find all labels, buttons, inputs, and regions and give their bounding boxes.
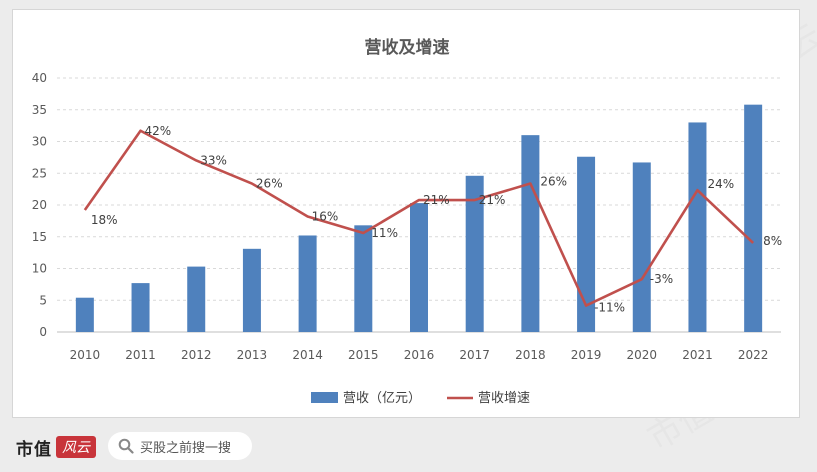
x-tick-label: 2017 [459,348,490,362]
growth-label: 11% [371,226,398,240]
y-tick-label: 20 [32,198,47,212]
bar [242,248,261,332]
chart-card: 营收及增速 0 5 10 15 20 25 30 35 40 2010 2011 2012 2013 201… [12,9,800,418]
y-tick-label: 30 [32,135,47,149]
bar [75,297,94,332]
x-tick-label: 2021 [682,348,713,362]
bar [465,175,484,332]
bar [688,122,707,332]
brand-name: 市值 [16,439,52,460]
growth-label: 8% [763,234,782,248]
growth-line [83,129,755,307]
growth-label: 26% [540,175,567,189]
y-tick-label: 25 [32,166,47,180]
growth-label: 18% [91,213,118,227]
y-tick-label: 40 [32,71,47,85]
bar [410,203,428,332]
x-tick-label: 2022 [738,348,769,362]
x-tick-label: 2016 [404,348,435,362]
footer-bar: 市值 风云 买股之前搜一搜 [0,426,817,472]
brand-logo: 市值 风云 [16,434,96,460]
growth-label: 21% [423,193,450,207]
y-tick-label: 0 [39,325,47,339]
x-tick-label: 2011 [125,348,156,362]
chart: 营收及增速 0 5 10 15 20 25 30 35 40 2010 2011 2012 2013 201… [32,37,782,406]
x-tick-label: 2019 [571,348,602,362]
bar [632,162,651,332]
search-button[interactable]: 买股之前搜一搜 [108,432,252,460]
legend-label-revenue: 营收（亿元） [343,391,421,406]
legend-label-growth: 营收增速 [478,391,530,406]
x-tick-label: 2015 [348,348,379,362]
search-label: 买股之前搜一搜 [140,440,232,456]
legend-swatch-revenue [311,392,338,403]
y-tick-label: 10 [32,262,47,276]
brand-seal: 风云 [56,436,96,458]
growth-label: 24% [707,177,734,191]
growth-label: 33% [200,153,227,167]
x-tick-label: 2012 [181,348,212,362]
bar [744,104,763,332]
x-tick-label: 2020 [626,348,657,362]
x-tick-label: 2014 [292,348,323,362]
growth-label: 42% [145,124,172,138]
bar [354,225,373,332]
growth-label: 16% [312,210,339,224]
bar [577,156,596,332]
search-icon [118,438,134,454]
x-tick-label: 2013 [237,348,268,362]
growth-label: 21% [479,193,506,207]
growth-label: -11% [594,301,625,315]
y-tick-label: 5 [39,293,47,307]
bar [187,266,206,332]
growth-label: 26% [256,177,283,191]
bar [298,235,317,332]
y-tick-label: 35 [32,103,47,117]
y-tick-label: 15 [32,230,47,244]
growth-label: -3% [650,272,673,286]
bar [521,135,540,332]
x-tick-label: 2018 [515,348,546,362]
bar [131,283,150,332]
chart-title: 营收及增速 [365,37,450,58]
x-tick-label: 2010 [70,348,101,362]
